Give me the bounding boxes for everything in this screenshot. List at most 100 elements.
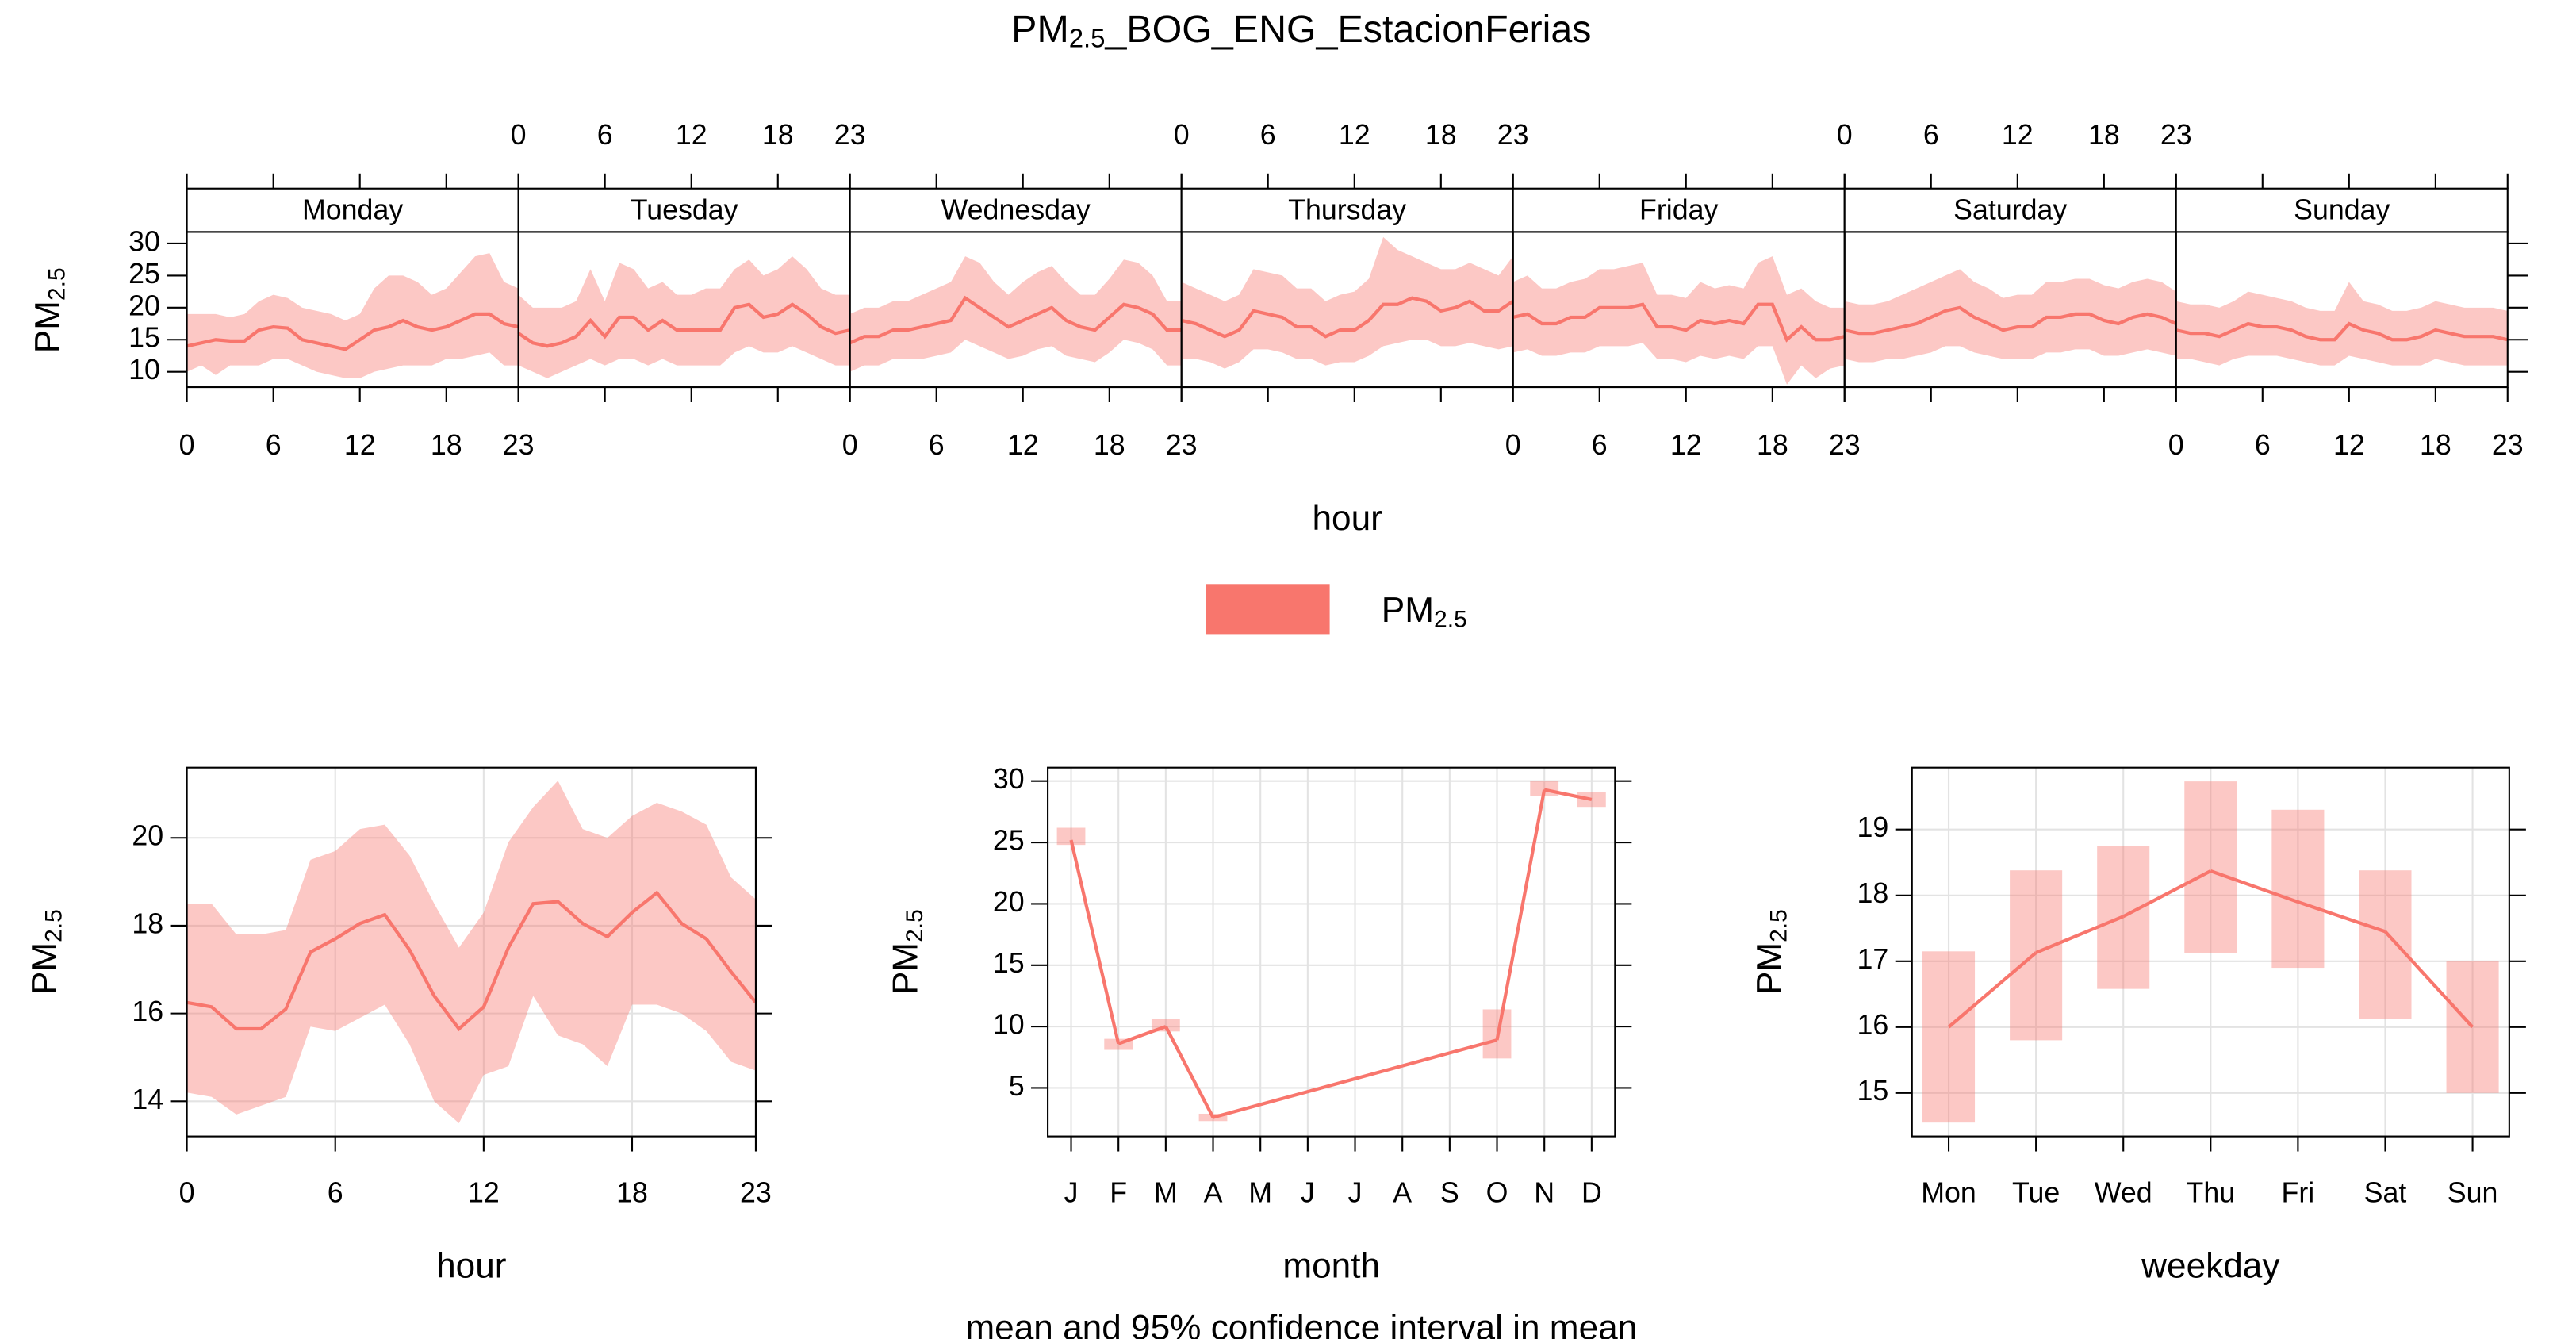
- ci-band: [518, 256, 850, 378]
- y-tick-label: 14: [132, 1084, 163, 1115]
- x-tick-label: A: [1204, 1177, 1223, 1209]
- caption: mean and 95% confidence interval in mean: [965, 1308, 1637, 1339]
- y-tick-label: 17: [1857, 943, 1889, 975]
- x-tick-label: 6: [266, 429, 282, 461]
- ci-bar: [1056, 827, 1086, 846]
- legend-main: PM: [1382, 591, 1434, 630]
- x-tick-label: 6: [597, 119, 613, 151]
- x-tick-label: 18: [431, 429, 462, 461]
- x-tick-label: Mon: [1921, 1177, 1976, 1209]
- x-tick-label: 12: [1339, 119, 1370, 151]
- mean-line: [2383, 930, 2474, 1029]
- ci-bar: [2184, 781, 2237, 953]
- y-tick-label: 30: [993, 763, 1025, 795]
- x-tick-label: 0: [1505, 429, 1521, 461]
- x-tick-label: Wed: [2095, 1177, 2152, 1209]
- y-tick-label: 15: [993, 947, 1025, 979]
- strip: [1512, 187, 1846, 233]
- axis-title-main: PM: [25, 942, 64, 995]
- axis-title-sub: 2.5: [44, 267, 71, 301]
- x-tick-label: J: [1301, 1177, 1315, 1209]
- title-main: PM: [1011, 8, 1069, 51]
- x-tick-label: 18: [2420, 429, 2451, 461]
- mean-line: [1495, 789, 1547, 1041]
- axis-title-sub: 2.5: [40, 909, 67, 942]
- legend-label: PM2.5: [1382, 591, 1467, 633]
- mean-line: [1181, 296, 1514, 339]
- x-tick-label: 12: [1670, 429, 1702, 461]
- x-tick-label: A: [1393, 1177, 1412, 1209]
- x-tick-label: 12: [468, 1177, 500, 1209]
- mean-line: [517, 302, 851, 348]
- y-tick-label: 25: [128, 258, 160, 290]
- x-tick-label: 23: [2492, 429, 2524, 461]
- x-tick-label: 6: [1923, 119, 1939, 151]
- strip-label: Sunday: [2294, 194, 2390, 226]
- x-tick-label: 23: [740, 1177, 772, 1209]
- y-tick-label: 18: [1857, 877, 1889, 909]
- ci-bar: [1922, 951, 1976, 1123]
- x-tick-label: 0: [2168, 429, 2184, 461]
- y-tick-label: 20: [993, 886, 1025, 918]
- x-tick-label: 23: [1829, 429, 1861, 461]
- x-tick-label: 0: [179, 429, 195, 461]
- x-tick-label: 18: [1757, 429, 1788, 461]
- mean-line: [2122, 869, 2212, 919]
- mean-line: [1117, 1025, 1167, 1045]
- x-tick-label: Tue: [2012, 1177, 2060, 1209]
- strip-label: Wednesday: [941, 194, 1091, 226]
- ci-bar: [2010, 870, 2063, 1041]
- x-axis-title: hour: [1312, 499, 1382, 538]
- x-tick-label: 18: [762, 119, 794, 151]
- x-tick-label: Sat: [2364, 1177, 2407, 1209]
- y-tick-label: 5: [1009, 1070, 1025, 1102]
- x-axis-title: weekday: [2141, 1246, 2279, 1285]
- x-tick-label: J: [1064, 1177, 1079, 1209]
- x-tick-label: M: [1154, 1177, 1178, 1209]
- ci-bar: [2446, 961, 2499, 1093]
- y-tick-label: 19: [1857, 811, 1889, 843]
- x-tick-label: 18: [1094, 429, 1125, 461]
- y-tick-label: 15: [1857, 1075, 1889, 1107]
- y-tick-label: 16: [132, 996, 163, 1027]
- y-tick-label: 15: [128, 322, 160, 354]
- x-tick-label: 0: [1174, 119, 1190, 151]
- axis-title: PM2.5: [25, 909, 67, 995]
- mean-line: [1069, 839, 1121, 1045]
- panel-frame: [2175, 231, 2509, 389]
- x-tick-label: 18: [1425, 119, 1457, 151]
- ci-bar: [2271, 809, 2325, 969]
- legend-swatch: [1206, 584, 1330, 635]
- x-tick-label: 18: [616, 1177, 648, 1209]
- ci-band: [1181, 236, 1513, 369]
- y-tick-label: 18: [132, 907, 163, 939]
- y-tick-label: 20: [132, 820, 163, 852]
- strip-label: Friday: [1639, 194, 1718, 226]
- x-axis-title: hour: [436, 1246, 506, 1285]
- title-sub: 2.5: [1069, 23, 1106, 52]
- axis-title-main: PM: [1750, 942, 1789, 995]
- axis-title: PM2.5: [1750, 909, 1792, 995]
- x-tick-label: 23: [2160, 119, 2192, 151]
- x-tick-label: N: [1534, 1177, 1554, 1209]
- legend-sub: 2.5: [1434, 607, 1467, 633]
- strip-label: Thursday: [1288, 194, 1406, 226]
- axis-title-main: PM: [29, 301, 67, 353]
- x-tick-label: 23: [1497, 119, 1529, 151]
- x-tick-label: 23: [834, 119, 866, 151]
- mean-line: [1543, 788, 1593, 801]
- x-tick-label: 12: [2002, 119, 2034, 151]
- x-tick-label: 0: [511, 119, 527, 151]
- x-tick-label: Thu: [2187, 1177, 2236, 1209]
- x-tick-label: 6: [2255, 429, 2271, 461]
- x-tick-label: 12: [676, 119, 707, 151]
- x-tick-label: 6: [929, 429, 945, 461]
- ci-band: [2175, 282, 2508, 366]
- axis-title-sub: 2.5: [902, 909, 928, 942]
- x-tick-label: 0: [179, 1177, 195, 1209]
- x-axis-title: month: [1282, 1246, 1380, 1285]
- mean-line: [186, 312, 519, 351]
- y-tick-label: 30: [128, 225, 160, 257]
